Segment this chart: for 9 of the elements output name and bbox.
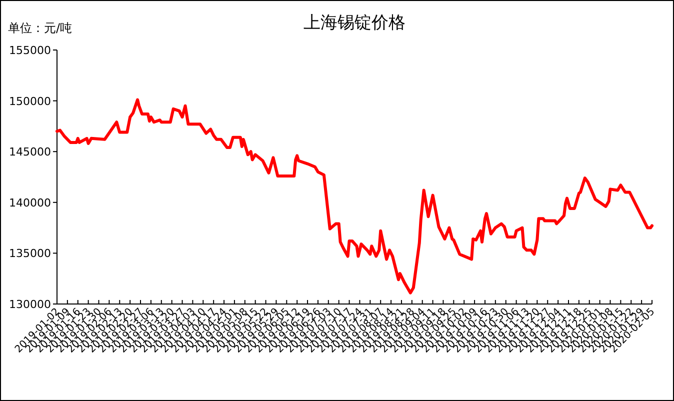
y-tick-label: 145000 <box>9 146 51 159</box>
y-tick-label: 130000 <box>9 298 51 311</box>
line-series <box>56 98 654 294</box>
y-tick-label: 140000 <box>9 196 51 210</box>
y-tick-label: 135000 <box>9 247 51 260</box>
y-tick-label: 155000 <box>9 44 51 57</box>
chart-title: 上海锡锭价格 <box>304 13 406 32</box>
y-tick-label: 150000 <box>9 94 51 108</box>
y-axis-title: 单位：元/吨 <box>8 21 72 35</box>
